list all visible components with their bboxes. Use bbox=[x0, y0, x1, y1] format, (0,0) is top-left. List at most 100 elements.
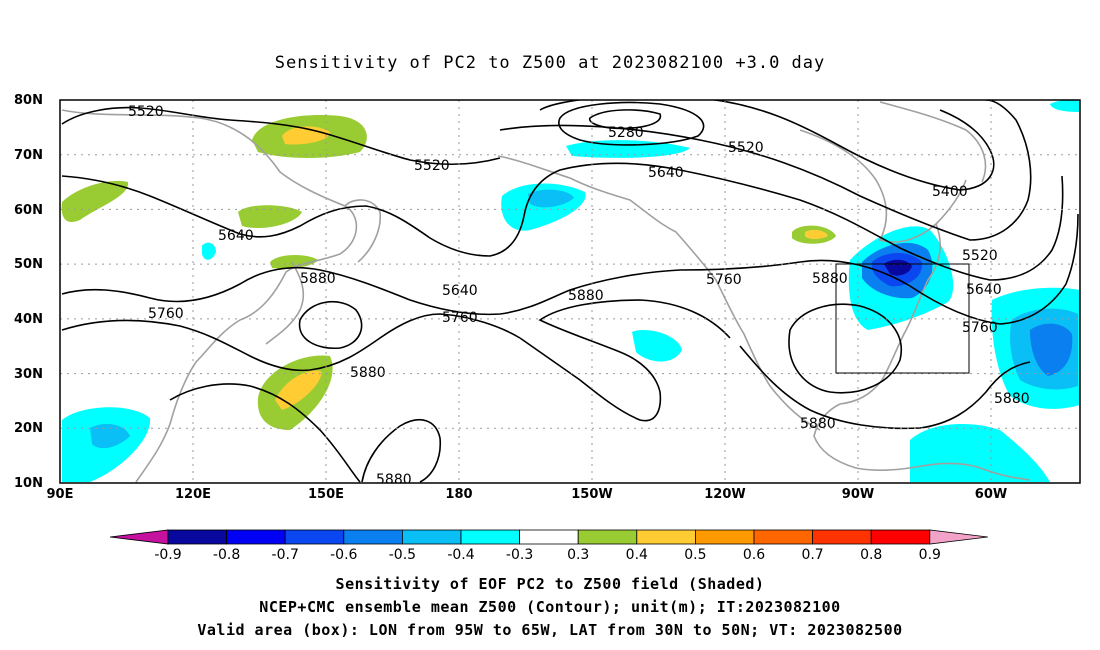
colorbar-tick-label: -0.8 bbox=[213, 547, 240, 563]
colorbar-segment bbox=[695, 529, 755, 545]
colorbar-segment bbox=[636, 529, 696, 545]
colorbar-tick-label: -0.9 bbox=[154, 547, 181, 563]
contour-label: 5280 bbox=[608, 125, 644, 141]
colorbar-segment bbox=[577, 529, 638, 545]
colorbar-tick-label: 0.9 bbox=[919, 547, 941, 563]
contour-5640-east bbox=[679, 169, 1064, 281]
valid-area-box bbox=[835, 263, 970, 374]
contour-5880-west bbox=[61, 313, 521, 372]
contour-5880-south bbox=[361, 418, 442, 483]
map-frame bbox=[59, 99, 1081, 484]
shade-kamchatka-positive bbox=[238, 205, 302, 229]
contour-5880-highloop bbox=[788, 303, 902, 394]
contour-label: 5640 bbox=[218, 228, 254, 244]
coast-us-east bbox=[839, 223, 941, 405]
colorbar-tick-label: -0.4 bbox=[447, 547, 474, 563]
contour-label: 5640 bbox=[966, 282, 1002, 298]
shade-pacific-core bbox=[275, 370, 322, 410]
caption-line-3: Valid area (box): LON from 95W to 65W, L… bbox=[197, 621, 902, 639]
coastlines bbox=[61, 101, 1031, 483]
colorbar-segment bbox=[343, 529, 403, 545]
shade-bering-core bbox=[528, 189, 574, 208]
lon-tick-label: 90W bbox=[842, 487, 874, 502]
lat-tick-label: 50N bbox=[14, 257, 43, 272]
contour-label: 5880 bbox=[300, 271, 336, 287]
contour-label: 5520 bbox=[128, 104, 164, 120]
contour-labels: 5520 5280 5520 5520 5400 5640 5640 5520 … bbox=[128, 104, 1030, 488]
contour-label: 5400 bbox=[932, 184, 968, 200]
coast-japan bbox=[265, 261, 305, 345]
coast-alaska bbox=[497, 155, 821, 431]
lon-tick-label: 180 bbox=[445, 487, 472, 502]
lon-tick-label: 90E bbox=[47, 487, 74, 502]
contour-label: 5760 bbox=[962, 320, 998, 336]
contour-5880-subtrop bbox=[739, 345, 1031, 430]
contour-label: 5880 bbox=[994, 391, 1030, 407]
lat-axis: 80N 70N 60N 50N 40N 30N 20N 10N bbox=[14, 93, 43, 491]
contour-label: 5880 bbox=[812, 271, 848, 287]
coast-caribbean bbox=[921, 462, 1031, 481]
contour-5760-west bbox=[61, 261, 801, 316]
lat-tick-label: 10N bbox=[14, 476, 43, 491]
contour-label: 5520 bbox=[962, 248, 998, 264]
lat-tick-label: 70N bbox=[14, 148, 43, 163]
contour-5400 bbox=[539, 100, 995, 191]
colorbar-segment bbox=[460, 529, 520, 545]
contour-label: 5880 bbox=[376, 472, 412, 488]
lon-tick-label: 120W bbox=[704, 487, 745, 502]
coast-hudson bbox=[799, 129, 967, 243]
colorbar-over-triangle bbox=[929, 529, 988, 545]
contour-label: 5760 bbox=[148, 306, 184, 322]
contour-5880-pacific-loop bbox=[298, 301, 363, 350]
contour-5880-east bbox=[519, 299, 731, 422]
colorbar-tick-label: -0.6 bbox=[330, 547, 357, 563]
colorbar-tick-label: -0.3 bbox=[506, 547, 533, 563]
coast-gulf bbox=[813, 403, 923, 471]
colorbar-tick-label: 0.7 bbox=[801, 547, 823, 563]
contour-label: 5520 bbox=[728, 140, 764, 156]
lat-tick-label: 60N bbox=[14, 203, 43, 218]
contour-label: 5760 bbox=[442, 310, 478, 326]
colorbar-segment bbox=[284, 529, 345, 545]
colorbar-segment bbox=[519, 529, 579, 545]
contour-5520-east bbox=[499, 100, 1032, 241]
contour-5520-west bbox=[61, 106, 501, 166]
contour-label: 5640 bbox=[442, 283, 478, 299]
shade-arctic-negative bbox=[566, 140, 690, 158]
contour-label: 5520 bbox=[414, 158, 450, 174]
z500-contours bbox=[61, 100, 1079, 483]
colorbar-tick-label: -0.7 bbox=[272, 547, 299, 563]
contour-label: 5880 bbox=[568, 288, 604, 304]
lon-tick-label: 150E bbox=[308, 487, 344, 502]
contour-label: 5880 bbox=[800, 416, 836, 432]
colorbar-tick-label: 0.6 bbox=[743, 547, 765, 563]
coast-greenland bbox=[879, 101, 987, 183]
shade-japan-positive bbox=[270, 255, 318, 269]
shade-atlantic-core bbox=[1030, 323, 1073, 376]
lon-tick-label: 120E bbox=[175, 487, 211, 502]
shade-central-negative bbox=[632, 330, 682, 362]
shade-greenland-negative bbox=[1050, 100, 1080, 112]
lon-axis: 90E 120E 150E 180 150W 120W 90W 60W bbox=[47, 487, 1008, 502]
contour-5880-tail bbox=[169, 383, 361, 483]
lat-tick-label: 80N bbox=[14, 93, 43, 108]
colorbar-segment bbox=[870, 529, 931, 545]
shade-canada-core bbox=[805, 229, 828, 239]
sensitivity-shading bbox=[61, 100, 1080, 482]
lon-tick-label: 60W bbox=[975, 487, 1007, 502]
colorbar-tick-label: 0.8 bbox=[860, 547, 882, 563]
lat-tick-label: 40N bbox=[14, 312, 43, 327]
colorbar-tick-label: 0.4 bbox=[626, 547, 648, 563]
contour-5280 bbox=[558, 101, 705, 146]
contour-5760-east bbox=[799, 213, 1079, 325]
colorbar-segment bbox=[401, 529, 462, 545]
colorbar-segment bbox=[753, 529, 813, 545]
shade-scs-core bbox=[90, 423, 130, 449]
coast-east-asia bbox=[61, 109, 358, 483]
contour-label: 5640 bbox=[648, 165, 684, 181]
colorbar: -0.9 -0.8 -0.7 -0.6 -0.5 -0.4 -0.3 0.3 0.4 0.5 0.6… bbox=[109, 529, 988, 563]
colorbar-segment bbox=[812, 529, 872, 545]
colorbar-segment bbox=[167, 529, 227, 545]
